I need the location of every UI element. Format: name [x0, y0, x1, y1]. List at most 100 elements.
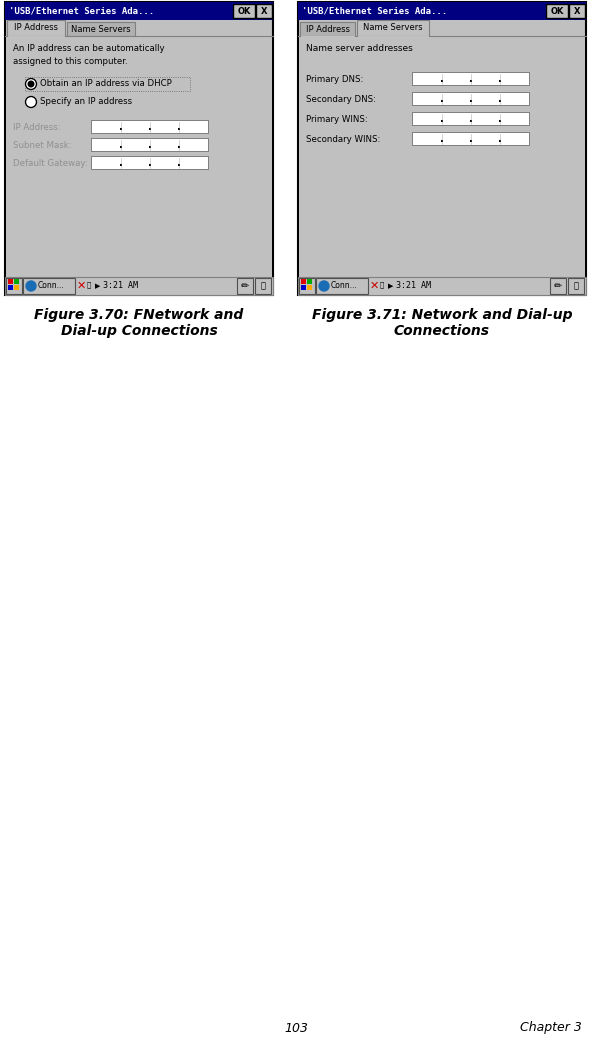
Bar	[298, 2, 586, 20]
Text: ✕: ✕	[77, 281, 86, 291]
Text: Obtain an IP address via DHCP: Obtain an IP address via DHCP	[40, 80, 172, 88]
Bar	[92, 157, 208, 169]
Bar	[6, 36, 272, 277]
Circle shape	[25, 79, 37, 89]
Bar	[357, 20, 429, 36]
Text: 103: 103	[284, 1022, 308, 1034]
Text: X: X	[574, 6, 580, 16]
Text: 🖨: 🖨	[260, 282, 265, 290]
Text: 🔷: 🔷	[87, 282, 91, 288]
Bar	[316, 278, 368, 294]
Circle shape	[25, 96, 37, 108]
Text: An IP address can be automatically: An IP address can be automatically	[13, 44, 165, 53]
Text: IP Address: IP Address	[305, 24, 349, 34]
Text: Dial-up Connections: Dial-up Connections	[60, 324, 217, 339]
Bar	[5, 2, 273, 20]
Text: .: .	[498, 94, 502, 104]
Bar	[569, 4, 585, 18]
Text: Conn...: Conn...	[331, 282, 358, 290]
Bar	[412, 112, 530, 126]
Bar	[298, 2, 586, 294]
Text: Name server addresses: Name server addresses	[306, 44, 413, 53]
Text: Default Gateway:: Default Gateway:	[13, 158, 88, 168]
Text: .: .	[469, 74, 473, 84]
Text: .: .	[498, 74, 502, 84]
Text: Subnet Mask:: Subnet Mask:	[13, 140, 72, 150]
Text: Primary WINS:: Primary WINS:	[306, 114, 368, 124]
Text: 🔷: 🔷	[380, 282, 384, 288]
Text: Name Servers: Name Servers	[363, 23, 423, 32]
Text: .: .	[498, 114, 502, 124]
Bar	[412, 72, 530, 86]
Text: OK: OK	[551, 6, 564, 16]
Bar	[23, 278, 75, 294]
Bar	[256, 4, 272, 18]
Bar	[412, 92, 530, 106]
Bar	[299, 278, 315, 294]
Text: .: .	[440, 74, 444, 84]
Bar	[91, 156, 209, 170]
Bar	[92, 121, 208, 133]
Text: 3:21 AM: 3:21 AM	[103, 282, 138, 290]
Text: OK: OK	[237, 6, 250, 16]
Bar	[412, 132, 530, 146]
Bar	[301, 285, 306, 290]
Text: 'USB/Ethernet Series Ada...: 'USB/Ethernet Series Ada...	[302, 6, 447, 16]
Bar	[299, 36, 585, 277]
Text: .: .	[177, 140, 181, 150]
Bar	[92, 139, 208, 151]
Bar	[25, 77, 190, 91]
Text: .: .	[469, 134, 473, 144]
Bar	[413, 133, 529, 145]
Text: 3:21 AM: 3:21 AM	[396, 282, 431, 290]
Text: .: .	[177, 122, 181, 132]
Bar	[14, 279, 19, 284]
Text: .: .	[498, 134, 502, 144]
Bar	[546, 4, 568, 18]
Text: Name Servers: Name Servers	[71, 24, 131, 34]
Text: Chapter 3: Chapter 3	[520, 1022, 582, 1034]
Text: .: .	[119, 122, 123, 132]
Bar	[255, 278, 271, 294]
Text: .: .	[177, 158, 181, 168]
Text: .: .	[440, 114, 444, 124]
Bar	[413, 93, 529, 105]
Circle shape	[26, 281, 36, 291]
Text: .: .	[440, 134, 444, 144]
Bar	[6, 278, 22, 294]
Text: Secondary WINS:: Secondary WINS:	[306, 134, 381, 144]
Text: ✏: ✏	[241, 281, 249, 291]
Bar	[5, 277, 273, 294]
Bar	[5, 2, 273, 294]
Text: .: .	[119, 140, 123, 150]
Bar	[8, 279, 13, 284]
Text: ▶: ▶	[95, 283, 101, 289]
Bar	[300, 22, 355, 36]
Text: Secondary DNS:: Secondary DNS:	[306, 94, 376, 104]
Bar	[413, 113, 529, 125]
Text: 🖨: 🖨	[574, 282, 578, 290]
Bar	[91, 138, 209, 152]
Bar	[67, 22, 135, 36]
Text: 'USB/Ethernet Series Ada...: 'USB/Ethernet Series Ada...	[9, 6, 154, 16]
Text: IP Address: IP Address	[14, 23, 58, 32]
Text: Primary DNS:: Primary DNS:	[306, 74, 363, 84]
Bar	[413, 73, 529, 85]
Text: .: .	[469, 114, 473, 124]
Bar	[301, 279, 306, 284]
Bar	[8, 285, 13, 290]
Bar	[307, 285, 312, 290]
Text: Specify an IP address: Specify an IP address	[40, 97, 132, 107]
Text: Figure 3.70: FNetwork and: Figure 3.70: FNetwork and	[34, 308, 244, 322]
Bar	[91, 121, 209, 134]
Text: Connections: Connections	[394, 324, 490, 339]
Circle shape	[319, 281, 329, 291]
Text: Figure 3.71: Network and Dial-up: Figure 3.71: Network and Dial-up	[312, 308, 572, 322]
Text: Conn...: Conn...	[38, 282, 65, 290]
Text: .: .	[148, 158, 152, 168]
Text: .: .	[148, 122, 152, 132]
Text: X: X	[260, 6, 267, 16]
Text: ✕: ✕	[370, 281, 379, 291]
Bar	[298, 277, 586, 294]
Text: .: .	[148, 140, 152, 150]
